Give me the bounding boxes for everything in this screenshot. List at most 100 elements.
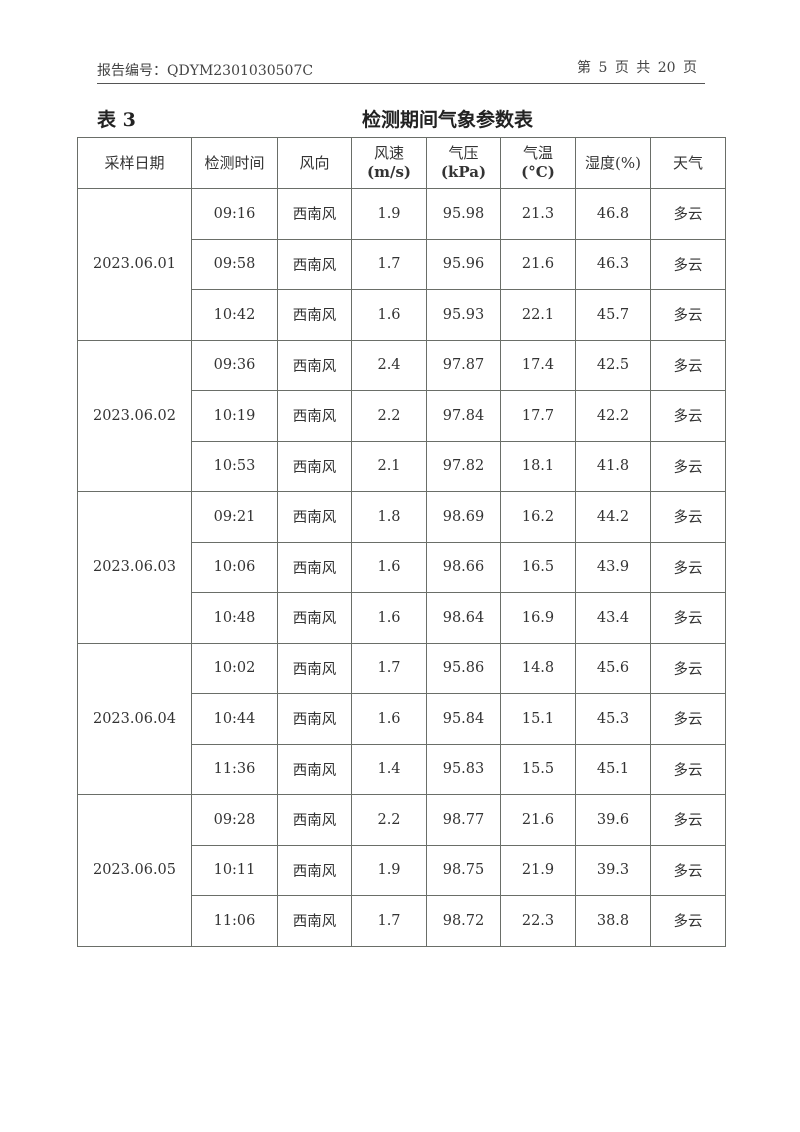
cell-weather: 多云 (650, 743, 726, 795)
cell-humidity: 46.8 (575, 188, 651, 240)
table-row: 10:44 西南风 1.6 95.84 15.1 45.3 多云 (78, 693, 726, 745)
cell-pressure: 95.84 (426, 693, 501, 745)
cell-humidity: 45.3 (575, 693, 651, 745)
cell-pressure: 98.69 (426, 491, 501, 543)
column-header-label: 风速 (373, 144, 404, 162)
cell-humidity: 39.3 (575, 844, 651, 896)
column-header-sampling-date: 采样日期 (77, 137, 192, 189)
column-header-temperature: 气温 (°C) (500, 137, 576, 189)
cell-test-time: 10:48 (191, 592, 278, 644)
cell-test-time: 10:19 (191, 390, 278, 442)
cell-weather: 多云 (650, 440, 726, 492)
cell-temperature: 18.1 (500, 440, 576, 492)
cell-test-time: 09:16 (191, 188, 278, 240)
cell-wind-speed: 1.7 (351, 642, 427, 694)
table-row: 11:06 西南风 1.7 98.72 22.3 38.8 多云 (78, 895, 726, 947)
cell-weather: 多云 (650, 895, 726, 947)
table-row: 2023.06.03 09:21 西南风 1.8 98.69 16.2 44.2 多云 (77, 491, 726, 644)
cell-wind-speed: 2.4 (351, 339, 427, 391)
cell-weather: 多云 (650, 642, 726, 694)
cell-test-time: 10:44 (191, 693, 278, 745)
cell-sampling-date: 2023.06.01 (77, 188, 192, 341)
cell-pressure: 98.72 (426, 895, 501, 947)
cell-wind-direction: 西南风 (277, 339, 352, 391)
cell-pressure: 95.98 (426, 188, 501, 240)
column-header-label: 气压 (448, 144, 479, 162)
cell-wind-speed: 1.6 (351, 541, 427, 593)
cell-humidity: 45.6 (575, 642, 651, 694)
column-header-wind-direction: 风向 (277, 137, 352, 189)
report-number: 报告编号：QDYM2301030507C (97, 63, 314, 79)
cell-wind-speed: 1.8 (351, 491, 427, 543)
cell-wind-direction: 西南风 (277, 642, 352, 694)
cell-humidity: 42.5 (575, 339, 651, 391)
cell-weather: 多云 (650, 339, 726, 391)
cell-test-time: 10:06 (191, 541, 278, 593)
cell-humidity: 42.2 (575, 390, 651, 442)
cell-temperature: 16.5 (500, 541, 576, 593)
cell-pressure: 98.77 (426, 794, 501, 846)
cell-wind-direction: 西南风 (277, 693, 352, 745)
column-header-label: 气温 (522, 144, 553, 162)
cell-humidity: 43.4 (575, 592, 651, 644)
cell-wind-speed: 1.9 (351, 844, 427, 896)
header-divider (97, 83, 705, 84)
cell-wind-direction: 西南风 (277, 743, 352, 795)
table-row: 10:11 西南风 1.9 98.75 21.9 39.3 多云 (78, 844, 726, 896)
cell-wind-speed: 1.7 (351, 895, 427, 947)
cell-humidity: 45.7 (575, 289, 651, 341)
cell-humidity: 41.8 (575, 440, 651, 492)
cell-temperature: 22.1 (500, 289, 576, 341)
cell-test-time: 11:36 (191, 743, 278, 795)
cell-sampling-date: 2023.06.02 (77, 339, 192, 492)
cell-pressure: 95.83 (426, 743, 501, 795)
table-row: 2023.06.04 10:02 西南风 1.7 95.86 14.8 45.6 多云 (77, 642, 726, 795)
cell-sampling-date: 2023.06.04 (77, 642, 192, 795)
cell-temperature: 17.7 (500, 390, 576, 442)
cell-wind-direction: 西南风 (277, 390, 352, 442)
cell-pressure: 97.82 (426, 440, 501, 492)
column-header-test-time: 检测时间 (191, 137, 278, 189)
cell-wind-direction: 西南风 (277, 491, 352, 543)
cell-wind-direction: 西南风 (277, 289, 352, 341)
table-row: 2023.06.05 09:28 西南风 2.2 98.77 21.6 39.6 多云 (77, 794, 726, 947)
cell-weather: 多云 (650, 491, 726, 543)
column-header-pressure: 气压 (kPa) (426, 137, 501, 189)
cell-pressure: 98.64 (426, 592, 501, 644)
cell-wind-direction: 西南风 (277, 440, 352, 492)
cell-wind-speed: 1.9 (351, 188, 427, 240)
weather-parameters-table: 采样日期 检测时间 风向 风速 (m/s) 气压 (kPa) 气温 (°C) 湿度(%) 天气 20… (77, 137, 726, 947)
table-row: 11:36 西南风 1.4 95.83 15.5 45.1 多云 (78, 743, 726, 795)
cell-humidity: 45.1 (575, 743, 651, 795)
cell-wind-speed: 2.2 (351, 390, 427, 442)
cell-temperature: 16.2 (500, 491, 576, 543)
cell-pressure: 98.66 (426, 541, 501, 593)
cell-sampling-date: 2023.06.03 (77, 491, 192, 644)
cell-weather: 多云 (650, 693, 726, 745)
table-row: 10:06 西南风 1.6 98.66 16.5 43.9 多云 (78, 541, 726, 593)
cell-temperature: 21.9 (500, 844, 576, 896)
cell-humidity: 44.2 (575, 491, 651, 543)
cell-temperature: 22.3 (500, 895, 576, 947)
cell-weather: 多云 (650, 844, 726, 896)
cell-wind-direction: 西南风 (277, 238, 352, 290)
cell-weather: 多云 (650, 592, 726, 644)
cell-wind-direction: 西南风 (277, 895, 352, 947)
cell-test-time: 09:58 (191, 238, 278, 290)
cell-test-time: 10:11 (191, 844, 278, 896)
table-body: 2023.06.01 09:16 西南风 1.9 95.98 21.3 46.8 多云 09:5… (77, 188, 726, 947)
cell-weather: 多云 (650, 390, 726, 442)
table-row: 10:53 西南风 2.1 97.82 18.1 41.8 多云 (78, 440, 726, 492)
cell-wind-direction: 西南风 (277, 188, 352, 240)
column-header-humidity: 湿度(%) (575, 137, 651, 189)
cell-pressure: 97.84 (426, 390, 501, 442)
cell-weather: 多云 (650, 289, 726, 341)
column-header-label: 采样日期 (104, 153, 165, 172)
cell-wind-speed: 1.4 (351, 743, 427, 795)
cell-temperature: 16.9 (500, 592, 576, 644)
cell-wind-direction: 西南风 (277, 541, 352, 593)
cell-wind-direction: 西南风 (277, 844, 352, 896)
cell-wind-speed: 1.6 (351, 693, 427, 745)
table-row: 2023.06.01 09:16 西南风 1.9 95.98 21.3 46.8 多云 (77, 188, 726, 341)
column-header-label: 湿度(%) (585, 153, 641, 172)
